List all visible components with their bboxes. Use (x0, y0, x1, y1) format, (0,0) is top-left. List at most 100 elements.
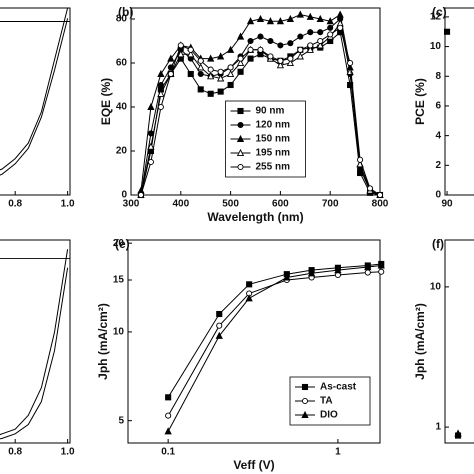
marker (283, 273, 291, 281)
series-line (0, 249, 69, 436)
marker (217, 74, 225, 82)
marker (297, 46, 304, 53)
marker (316, 41, 324, 49)
marker (297, 33, 304, 40)
x-tick-label: 300 (123, 199, 140, 210)
marker (177, 50, 185, 58)
plot-frame (444, 7, 474, 196)
marker (256, 14, 265, 23)
marker (216, 322, 223, 329)
x-tick-label: 500 (222, 199, 239, 210)
marker (257, 46, 264, 53)
marker (277, 57, 284, 64)
x-axis-label: Wavelength (nm) (207, 210, 303, 224)
y-axis-label: Jph (mA/cm²) (413, 303, 427, 380)
marker (216, 310, 223, 318)
marker (147, 102, 155, 111)
x-tick-label: 1 (335, 447, 341, 458)
marker (236, 58, 245, 67)
marker (267, 37, 274, 45)
marker (137, 191, 145, 199)
marker (316, 14, 324, 23)
marker (187, 50, 195, 58)
y-tick-label: 10 (113, 327, 125, 338)
x-tick-label: 0.8 (8, 447, 22, 458)
panel-label: (c) (432, 5, 447, 19)
marker (164, 427, 172, 435)
marker (257, 33, 264, 40)
y-tick-label: 20 (113, 238, 125, 249)
x-tick-label: 600 (272, 199, 289, 210)
marker (197, 63, 205, 71)
panel-label: (e) (115, 237, 130, 251)
y-tick-label: 4 (435, 130, 441, 141)
marker (157, 69, 165, 78)
marker (165, 412, 172, 419)
y-tick-label: 8 (435, 71, 441, 82)
marker (287, 55, 294, 62)
marker (167, 54, 175, 62)
marker (327, 31, 334, 38)
y-tick-label: 10 (430, 41, 442, 52)
marker (377, 261, 385, 269)
marker (246, 281, 253, 288)
marker (287, 40, 294, 47)
legend-marker (301, 410, 309, 419)
marker (276, 61, 285, 69)
x-axis-label: Veff (V) (233, 458, 274, 472)
marker (245, 294, 253, 302)
marker (296, 52, 304, 60)
marker (187, 46, 194, 53)
marker (347, 59, 354, 67)
marker (364, 262, 372, 271)
marker (307, 269, 316, 277)
y-tick-label: 2 (435, 160, 441, 171)
marker (157, 89, 165, 97)
panel-label: (f) (432, 237, 444, 251)
legend-marker (237, 107, 244, 115)
marker (246, 17, 255, 25)
y-axis-label: Jph (mA/cm²) (96, 303, 110, 380)
marker (167, 70, 174, 78)
marker (307, 29, 314, 36)
marker (357, 156, 364, 163)
marker (317, 37, 324, 45)
marker (207, 54, 215, 62)
marker (378, 268, 385, 275)
marker (237, 68, 244, 75)
marker (236, 32, 245, 40)
legend-marker (301, 397, 309, 405)
y-tick-label: 15 (113, 275, 125, 286)
legend-label: As-cast (320, 382, 357, 393)
marker (226, 69, 235, 78)
x-tick-label: 800 (372, 199, 389, 210)
panel-label: (b) (118, 5, 133, 19)
y-tick-label: 60 (116, 58, 128, 69)
legend-marker (236, 134, 245, 143)
marker (157, 81, 164, 89)
y-tick-label: 5 (118, 415, 124, 426)
marker (306, 12, 314, 20)
legend-marker (301, 383, 309, 391)
marker (237, 55, 244, 62)
marker (286, 58, 294, 67)
plot-frame (444, 239, 474, 444)
legend-label: 255 nm (256, 162, 291, 173)
y-axis-label: EQE (%) (99, 78, 113, 125)
plot-frame (130, 7, 381, 196)
marker (277, 42, 284, 49)
marker (177, 42, 184, 49)
marker (157, 103, 164, 111)
marker (165, 394, 172, 401)
marker (197, 70, 204, 78)
series-line (0, 267, 69, 440)
marker (334, 266, 342, 274)
marker (217, 88, 224, 95)
marker (147, 158, 154, 166)
marker (296, 10, 304, 18)
marker (247, 37, 254, 45)
y-tick-label: 40 (116, 102, 128, 113)
marker (326, 17, 334, 25)
